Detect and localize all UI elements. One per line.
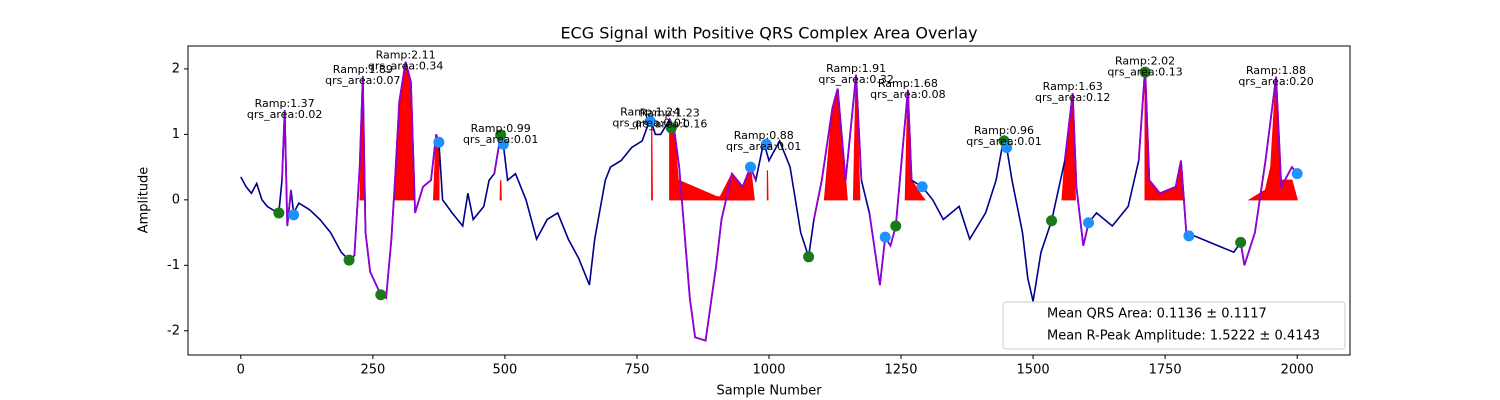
marker-point [644, 115, 656, 127]
marker-point [745, 161, 757, 173]
annotation-ramp: Ramp:0.96 [974, 124, 1034, 137]
annotation-ramp: Ramp:0.99 [471, 122, 531, 135]
annotation-area: qrs_area:0.32 [818, 73, 893, 86]
annotation-ramp: Ramp:1.88 [1246, 64, 1306, 77]
qrs-segment [813, 74, 863, 220]
annotation-ramp: Ramp:1.24 [620, 106, 680, 119]
x-tick-label: 750 [625, 363, 650, 378]
annotation-ramp: Ramp:1.89 [333, 63, 393, 76]
annotation-ramp: Ramp:1.68 [878, 77, 938, 90]
x-tick-label: 500 [492, 363, 517, 378]
annotation-ramp: Ramp:1.91 [826, 62, 886, 75]
x-tick-label: 1000 [752, 363, 785, 378]
qrs-segment [868, 89, 913, 286]
qrs-area [904, 89, 927, 201]
marker-point [803, 251, 815, 263]
annotation-area: qrs_area:0.07 [325, 74, 400, 87]
y-tick-label: -2 [167, 323, 180, 338]
qrs-area [651, 121, 653, 201]
x-axis-label: Sample Number [716, 384, 822, 399]
y-axis-label: Amplitude [137, 167, 152, 234]
marker-point [497, 138, 509, 150]
annotation-area: qrs_area:0.20 [1238, 75, 1313, 88]
marker-point [1139, 66, 1151, 78]
marker-point [879, 231, 891, 243]
annotation-ramp: Ramp:1.23 [640, 106, 700, 119]
marker-point [495, 129, 507, 141]
annotation-area: qrs_area:0.01 [966, 135, 1041, 148]
annotation-area: qrs_area:0.12 [1035, 91, 1110, 104]
annotation-area: qrs_area:0.34 [368, 60, 443, 73]
marker-point [890, 220, 902, 232]
y-tick-label: 1 [172, 127, 180, 142]
qrs-segment [353, 61, 440, 300]
marker-point [1001, 141, 1013, 153]
marker-point [760, 138, 772, 150]
qrs-area [852, 74, 861, 201]
legend-entry: Mean QRS Area: 0.1136 ± 0.1117 [1047, 307, 1267, 322]
annotation-ramp: Ramp:0.88 [734, 129, 794, 142]
annotation-ramp: Ramp:2.11 [376, 49, 436, 62]
annotation-ramp: Ramp:2.02 [1115, 55, 1175, 68]
annotation-area: qrs_area:0.16 [632, 117, 707, 130]
x-tick-label: 2000 [1281, 363, 1314, 378]
marker-point [343, 254, 355, 266]
annotation-ramp: Ramp:1.63 [1043, 80, 1103, 93]
annotation-area: qrs_area:0.01 [463, 133, 538, 146]
qrs-segment [1239, 76, 1298, 266]
annotation-area: qrs_area:0.13 [1107, 66, 1182, 79]
marker-point [1291, 168, 1303, 180]
x-tick-label: 1750 [1149, 363, 1182, 378]
y-tick-label: -1 [167, 258, 180, 273]
marker-point [665, 122, 677, 134]
marker-point [1235, 236, 1247, 248]
legend-box [1002, 301, 1346, 350]
x-tick-label: 0 [237, 363, 245, 378]
marker-point [288, 209, 300, 221]
x-tick-label: 1250 [884, 363, 917, 378]
marker-point [1083, 217, 1095, 229]
qrs-segment [668, 118, 757, 342]
qrs-area [499, 180, 502, 201]
qrs-area [1144, 67, 1185, 201]
qrs-segment [1063, 92, 1090, 246]
annotation-area: qrs_area:0.08 [870, 88, 945, 101]
marker-point [1183, 230, 1195, 242]
qrs-segment [281, 110, 292, 227]
chart-title: ECG Signal with Positive QRS Complex Are… [560, 24, 977, 43]
marker-point [916, 181, 928, 193]
y-tick-label: 2 [172, 61, 180, 76]
marker-point [433, 136, 445, 148]
y-tick-label: 0 [172, 192, 180, 207]
legend-entry: Mean R-Peak Amplitude: 1.5222 ± 0.4143 [1047, 329, 1320, 344]
annotation-ramp: Ramp:1.37 [255, 97, 315, 110]
annotation-area: qrs_area:0.02 [247, 108, 322, 121]
marker-point [1046, 215, 1058, 227]
annotation-area: qrs_area:0.01 [726, 140, 801, 153]
marker-point [375, 289, 387, 301]
qrs-area [766, 170, 769, 201]
marker-point [273, 207, 285, 219]
x-tick-label: 1500 [1017, 363, 1050, 378]
annotation-area: qrs_area:0.01 [612, 117, 687, 130]
x-tick-label: 250 [360, 363, 385, 378]
